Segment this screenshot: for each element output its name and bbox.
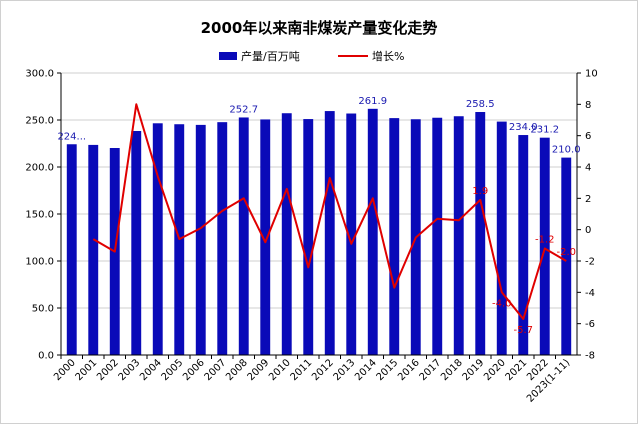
bar-value-label: 210.0 [552,145,581,156]
y-right-tick-label: 8 [585,100,591,111]
y-right-tick-label: -8 [585,351,595,362]
bar-2011 [303,119,314,355]
y-right-tick-label: 6 [585,131,591,142]
bar-2015 [389,118,400,356]
y-left-tick-label: 50.0 [32,304,54,315]
legend: 产量/百万吨 增长% [219,49,404,63]
bar-2023(1-11) [561,157,572,355]
growth-line-series [92,103,567,320]
bar-value-label: 261.9 [358,96,387,107]
bar-2001 [88,144,99,355]
y-left-tick-label: 100.0 [25,257,54,268]
y-right-tick-label: -4 [585,288,595,299]
bar-value-label: 252.7 [229,104,258,115]
bar-value-label: 258.5 [466,99,495,110]
bar-2010 [281,113,292,356]
bar-2007 [217,122,228,355]
growth-line [92,103,567,320]
bar-2021 [518,135,529,355]
legend-bar-swatch [219,52,237,60]
bar-2003 [131,130,142,355]
y-left-tick-label: 300.0 [25,69,54,80]
bar-2018 [453,116,464,356]
bar-2009 [260,119,271,355]
bar-2014 [367,108,378,356]
bar-value-label: 224... [57,131,86,142]
growth-value-label: -4.0 [492,298,512,309]
y-right-tick-label: -6 [585,319,595,330]
y-right-tick-label: 2 [585,194,591,205]
y-right-tick-label: 4 [585,163,591,174]
y-left-tick-label: 200.0 [25,163,54,174]
bar-value-label: 231.2 [530,125,559,136]
growth-value-label: -2.0 [556,247,576,258]
y-right-tick-label: -2 [585,257,595,268]
y-right-tick-label: 0 [585,225,591,236]
y-left-tick-label: 0.0 [38,351,54,362]
growth-value-label: 1.9 [472,186,488,197]
legend-line-label: 增长% [372,49,404,63]
bar-2017 [432,117,443,355]
bar-2020 [496,121,507,356]
bar-2022 [539,137,550,355]
y-left-tick-label: 150.0 [25,210,54,221]
y-right-tick-label: 10 [585,69,598,80]
growth-value-label: -1.2 [535,234,555,245]
bar-2000 [66,144,77,355]
bar-2004 [152,123,163,355]
legend-bar-label: 产量/百万吨 [241,49,300,63]
bar-value-label: 234.0 [509,122,538,133]
chart-title: 2000年以来南非煤炭产量变化走势 [201,19,438,37]
bar-2019 [475,112,486,355]
bar-2012 [324,111,335,355]
growth-value-label: -5.7 [513,325,533,336]
bar-2013 [346,113,357,355]
y-left-tick-label: 250.0 [25,116,54,127]
bar-2006 [195,124,206,355]
bar-2008 [238,117,249,355]
